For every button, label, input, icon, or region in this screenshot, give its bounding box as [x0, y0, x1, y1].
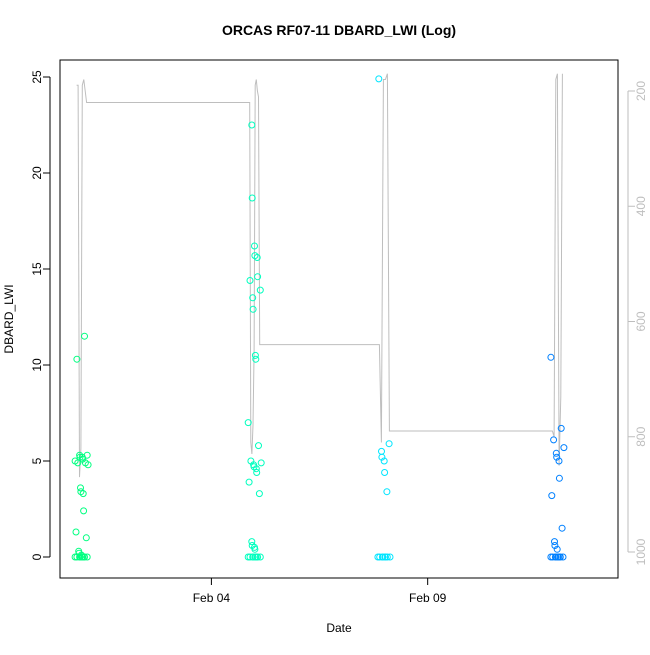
data-point — [251, 351, 259, 359]
data-point — [251, 252, 259, 260]
data-point — [80, 507, 88, 515]
data-point — [555, 457, 563, 465]
data-point — [79, 490, 87, 498]
data-point — [82, 534, 90, 542]
data-point — [72, 528, 80, 536]
data-point — [547, 353, 555, 361]
y-tick-label: 10 — [30, 358, 44, 372]
data-point — [557, 424, 565, 432]
x-axis: Feb 04 Feb 09 — [193, 577, 447, 605]
data-point — [249, 553, 257, 561]
data-point — [383, 553, 391, 561]
x-axis-label: Date — [326, 621, 352, 635]
data-point — [251, 242, 258, 250]
data-point — [254, 273, 262, 281]
y2-tick-label: 600 — [634, 311, 648, 331]
data-point — [257, 459, 265, 467]
data-point — [253, 553, 261, 561]
data-point — [248, 194, 256, 202]
data-point — [551, 538, 558, 546]
altitude-line — [76, 73, 563, 478]
data-point — [380, 457, 388, 465]
data-point — [550, 436, 558, 444]
data-point — [249, 305, 257, 313]
data-point — [248, 121, 256, 129]
chart-title: ORCAS RF07-11 DBARD_LWI (Log) — [222, 22, 456, 38]
y-tick-label: 25 — [30, 70, 44, 84]
data-point — [256, 553, 264, 561]
data-point — [548, 492, 556, 500]
data-point — [252, 355, 260, 363]
data-point — [253, 469, 261, 476]
data-point — [77, 484, 84, 492]
data-point — [551, 553, 559, 561]
data-point — [77, 488, 85, 496]
y2-tick-label: 1000 — [634, 538, 648, 565]
data-point — [256, 286, 264, 294]
y2-tick-label: 200 — [634, 81, 648, 101]
data-point — [255, 442, 262, 450]
data-point — [556, 553, 564, 561]
data-point — [554, 553, 562, 561]
data-point — [376, 553, 384, 561]
data-point — [248, 542, 256, 549]
data-point — [378, 553, 386, 561]
data-point — [245, 478, 253, 486]
data-point — [559, 553, 567, 561]
data-point — [383, 488, 391, 496]
y-tick-label: 0 — [30, 553, 44, 560]
data-point — [253, 254, 261, 261]
data-point — [551, 542, 559, 549]
data-point — [81, 332, 88, 340]
data-point — [375, 75, 383, 83]
data-point — [244, 419, 252, 427]
data-point — [553, 545, 561, 553]
data-point — [76, 451, 84, 459]
y-axis: 0 5 10 15 20 25 — [30, 70, 51, 560]
data-point — [248, 538, 256, 546]
data-point — [246, 553, 254, 561]
data-point — [251, 543, 258, 551]
data-point — [381, 469, 389, 476]
y-tick-label: 5 — [30, 457, 44, 464]
points-layer — [71, 75, 568, 561]
data-point — [71, 457, 79, 465]
data-point — [247, 457, 255, 465]
y2-tick-label: 800 — [634, 426, 648, 446]
y-tick-label: 15 — [30, 262, 44, 276]
y-axis-label: DBARD_LWI — [2, 284, 16, 353]
data-point — [381, 553, 389, 561]
data-point — [558, 524, 566, 532]
data-point — [249, 294, 257, 302]
data-point — [552, 449, 560, 457]
y-tick-label: 20 — [30, 166, 44, 180]
data-point — [549, 553, 557, 561]
altitude-layer — [76, 73, 563, 478]
data-point — [555, 474, 563, 482]
y2-axis: 200 400 600 800 1000 — [627, 81, 648, 565]
x-tick-label: Feb 09 — [409, 591, 447, 605]
data-point — [75, 547, 83, 555]
data-point — [560, 444, 568, 452]
data-point — [386, 553, 394, 561]
data-point — [255, 490, 263, 498]
x-tick-label: Feb 04 — [193, 591, 231, 605]
data-point — [385, 440, 393, 448]
y2-tick-label: 400 — [634, 196, 648, 216]
data-point — [83, 451, 91, 459]
data-point — [73, 355, 81, 363]
data-point — [246, 277, 254, 284]
data-point — [378, 447, 385, 455]
data-point — [553, 453, 561, 461]
plot-box — [59, 59, 619, 579]
